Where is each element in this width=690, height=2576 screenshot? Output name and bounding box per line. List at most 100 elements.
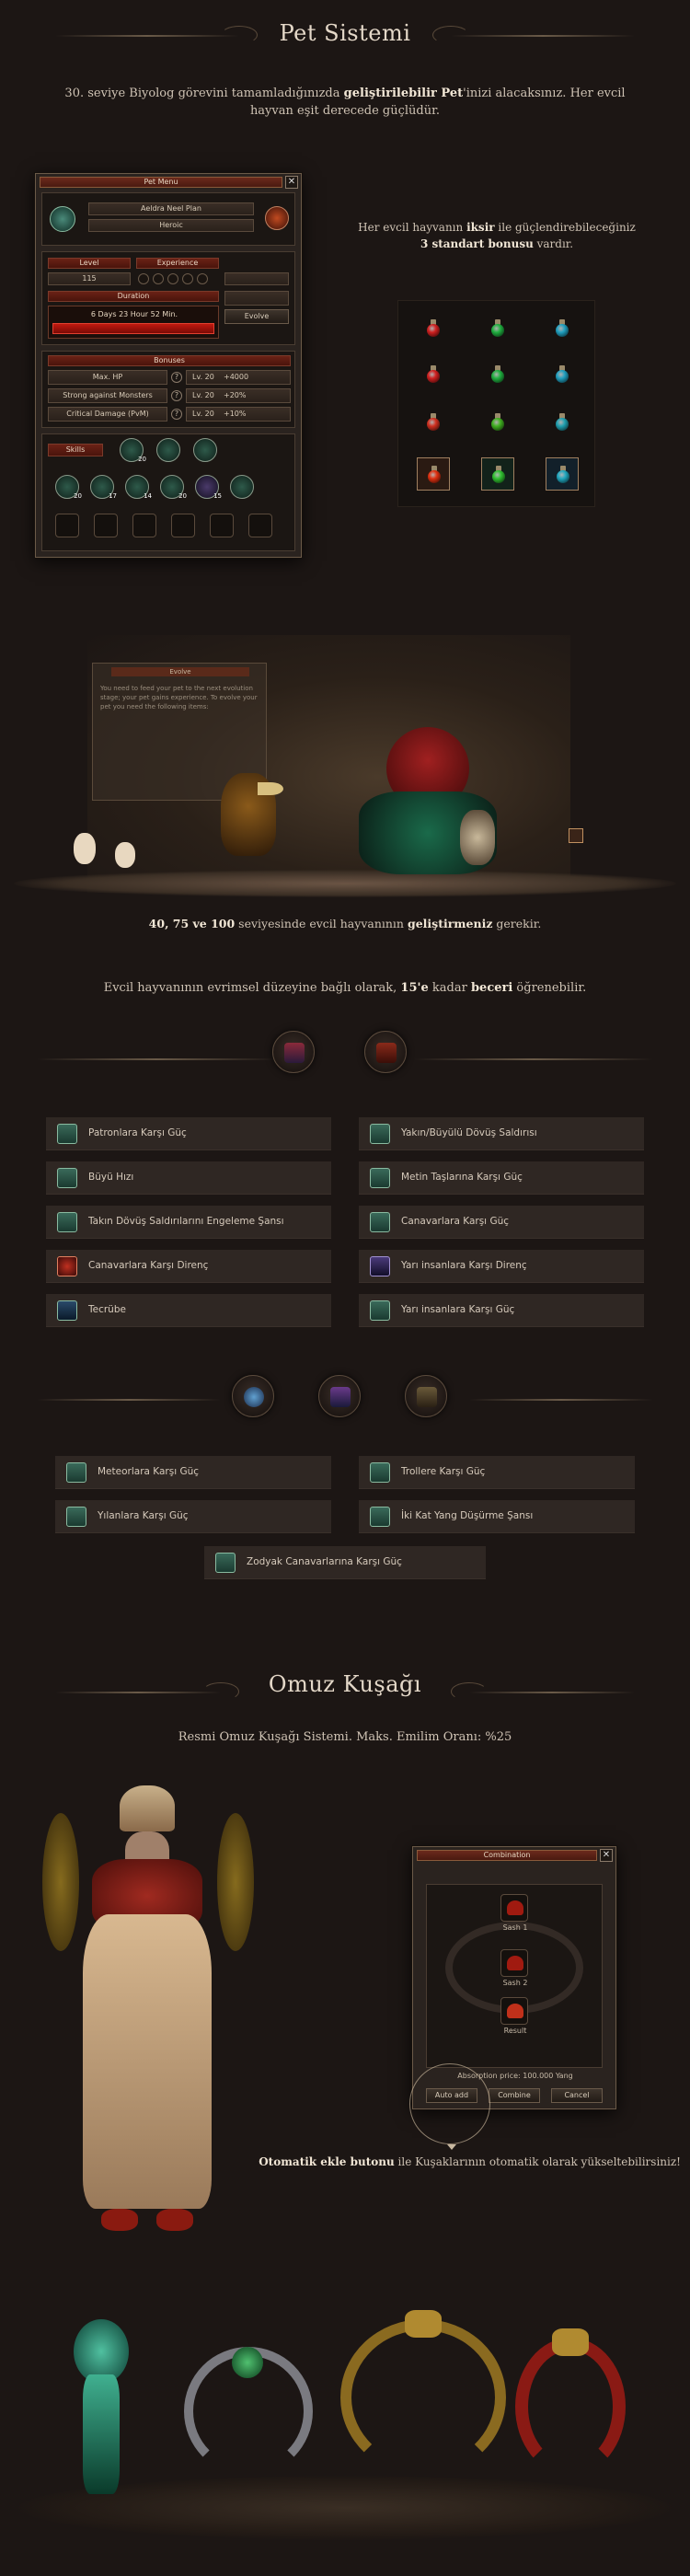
close-button[interactable]: ✕ <box>285 176 298 189</box>
skill-slot[interactable] <box>171 514 195 537</box>
sash-slot-1[interactable] <box>500 1894 528 1922</box>
result-slot[interactable] <box>500 1997 528 2025</box>
skill-slot[interactable] <box>94 514 118 537</box>
pet-creature-small <box>74 833 96 864</box>
bonus-row: Max. HP ? Lv. 20 +4000 <box>48 370 291 387</box>
pet-skill-icon[interactable]: 20 <box>55 475 82 500</box>
pet-intro: 30. seviye Biyolog görevini tamamladığın… <box>64 87 626 118</box>
duration-label: Duration <box>48 291 219 302</box>
duration-box: 6 Days 23 Hour 52 Min. <box>48 306 219 339</box>
pet-skill-icon[interactable]: 20 <box>120 438 146 463</box>
experience-label: Experience <box>136 258 219 269</box>
pet-creature-bird <box>202 755 294 874</box>
pet-skill-icon[interactable] <box>193 438 217 462</box>
skill-icon <box>66 1462 86 1483</box>
duration-value: 6 Days 23 Hour 52 Min. <box>90 310 178 318</box>
skill-icon <box>215 1553 236 1573</box>
pet-skill-icon[interactable]: 14 <box>125 475 152 500</box>
gem-icon <box>244 1387 264 1407</box>
sash-intro: Resmi Omuz Kuşağı Sistemi. Maks. Emilim … <box>178 1730 512 1744</box>
book-orb[interactable] <box>405 1375 447 1417</box>
skill-slot[interactable] <box>248 514 272 537</box>
close-button[interactable]: ✕ <box>600 1849 613 1862</box>
pet-element-icon <box>265 206 289 230</box>
pet-skill-icon[interactable] <box>156 438 180 462</box>
header-ornament-right <box>469 1692 635 1693</box>
ability-item: Meteorlara Karşı Güç <box>55 1456 331 1489</box>
bonus-level: Lv. 20 <box>192 373 214 381</box>
green-sash-item <box>55 2319 147 2503</box>
pet-header-panel: Aeldra Neel Plan Heroic <box>41 192 295 246</box>
book-orb[interactable] <box>364 1031 407 1073</box>
bonus-level-box: Lv. 20 +20% <box>186 388 291 403</box>
pet-skill-icon[interactable]: 15 <box>195 475 222 500</box>
pet-menu-window[interactable]: Pet Menu ✕ Aeldra Neel Plan Heroic Level… <box>35 173 302 558</box>
blue-potion-icon <box>555 413 569 432</box>
skill-slot[interactable] <box>55 514 79 537</box>
skill-icon <box>370 1168 390 1188</box>
ability-item: Zodyak Canavarlarına Karşı Güç <box>204 1546 486 1579</box>
divider-ornament <box>37 1058 276 1060</box>
character-shoe <box>156 2209 193 2231</box>
bonus-value: +20% <box>224 391 247 399</box>
absorption-price: Absorption price: 100.000 Yang <box>457 2072 573 2080</box>
pet-menu-title[interactable]: Pet Menu <box>40 177 282 188</box>
bonus-row: Critical Damage (PvM) ? Lv. 20 +10% <box>48 407 291 423</box>
exp-orb <box>138 273 149 284</box>
skill-icon <box>57 1300 77 1321</box>
pet-skill-icon[interactable] <box>230 475 254 499</box>
green-potion-icon <box>490 365 505 384</box>
auto-add-highlight <box>409 2063 490 2144</box>
evolve-window-text: You need to feed your pet to the next ev… <box>100 685 258 710</box>
ability-item: Yarı insanlara Karşı Güç <box>359 1294 644 1327</box>
level-value: 115 <box>48 272 131 285</box>
combination-title[interactable]: Combination <box>417 1850 597 1861</box>
red-potion-icon <box>426 365 441 384</box>
skills-label: Skills <box>48 444 103 456</box>
skillbook-orb[interactable] <box>318 1375 361 1417</box>
combine-button[interactable]: Combine <box>489 2088 540 2103</box>
blue-potion-icon <box>555 365 569 384</box>
red-potion-slot[interactable] <box>417 457 450 491</box>
pet-creature-small <box>115 842 135 868</box>
ability-item: Metin Taşlarına Karşı Güç <box>359 1161 644 1195</box>
skill-slot[interactable] <box>132 514 156 537</box>
gold-sash-item <box>340 2310 506 2503</box>
skill-icon <box>57 1168 77 1188</box>
character-portrait <box>37 1776 258 2255</box>
help-icon[interactable]: ? <box>171 372 182 383</box>
ability-item: Takın Dövüş Saldırılarını Engeleme Şansı <box>46 1206 331 1239</box>
bonus-name: Critical Damage (PvM) <box>48 407 167 422</box>
ability-item: Büyü Hızı <box>46 1161 331 1195</box>
blue-potion-slot[interactable] <box>546 457 579 491</box>
cancel-button[interactable]: Cancel <box>551 2088 603 2103</box>
skill-icon <box>57 1256 77 1276</box>
pet-skill-icon[interactable]: 17 <box>90 475 117 500</box>
bonus-level-box: Lv. 20 +10% <box>186 407 291 422</box>
skill-slot[interactable] <box>210 514 234 537</box>
potion-description: Her evcil hayvanın iksir ile güçlendireb… <box>358 221 636 250</box>
pet-creature-skeleton <box>460 810 495 865</box>
gem-orb[interactable] <box>232 1375 274 1417</box>
green-potion-icon <box>490 413 505 432</box>
red-potion-icon <box>426 413 441 432</box>
pet-portrait-icon <box>50 206 75 232</box>
pet-bonuses-panel: Bonuses Max. HP ? Lv. 20 +4000 Strong ag… <box>41 351 295 428</box>
green-potion-slot[interactable] <box>481 457 514 491</box>
skillbook-icon <box>330 1387 351 1407</box>
bonus-name: Max. HP <box>48 370 167 385</box>
evolve-button[interactable]: Evolve <box>224 309 289 324</box>
level-label: Level <box>48 258 131 269</box>
chevron-down-icon <box>447 2144 456 2150</box>
silver-sash-item <box>175 2328 322 2512</box>
red-potion-icon <box>426 319 441 338</box>
ability-item: Trollere Karşı Güç <box>359 1456 635 1489</box>
sash-slot-2[interactable] <box>500 1949 528 1977</box>
skillbook-orb[interactable] <box>272 1031 315 1073</box>
sash-section-title: Omuz Kuşağı <box>268 1671 422 1697</box>
exp-orb <box>197 273 208 284</box>
help-icon[interactable]: ? <box>171 409 182 420</box>
help-icon[interactable]: ? <box>171 390 182 401</box>
header-ornament-right <box>451 35 635 37</box>
pet-skill-icon[interactable]: 20 <box>160 475 187 500</box>
